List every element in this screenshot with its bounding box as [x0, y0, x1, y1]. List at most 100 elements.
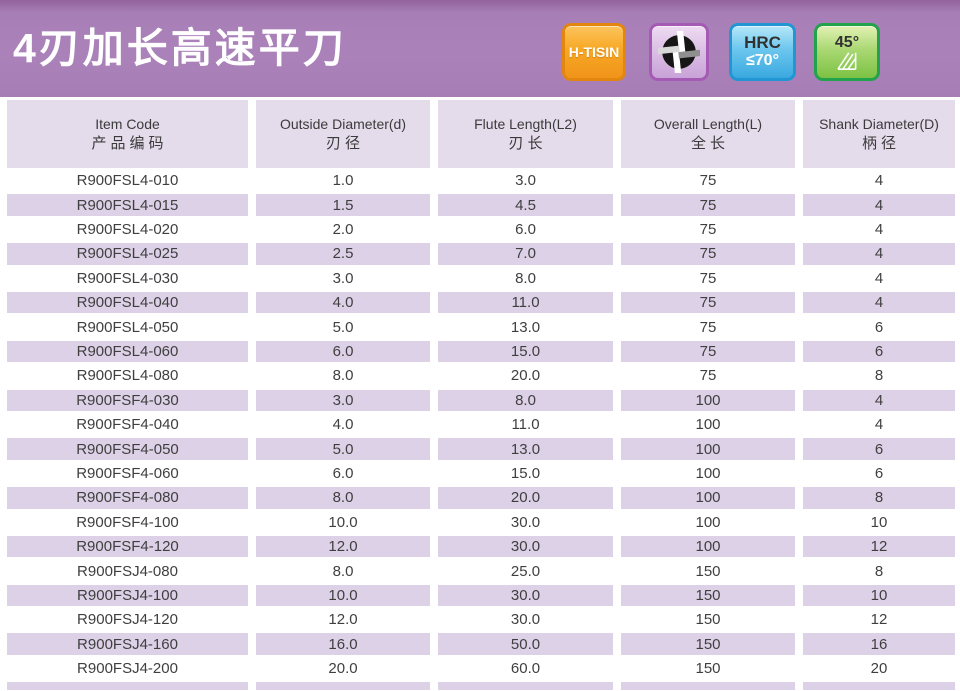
- item-code-cell: R900FSJ4-080: [77, 562, 178, 580]
- item-code-cell: R900FSL4-025: [7, 243, 248, 265]
- value-cell: 20: [870, 660, 888, 678]
- value-cell: 12.0: [328, 611, 358, 629]
- table-row: R900FSJ4-100 10.0 30.0 150 10: [0, 584, 960, 607]
- value-cell: 75: [699, 221, 717, 239]
- value-cell: 150: [695, 611, 721, 629]
- value-cell: 4: [874, 416, 884, 434]
- value-cell: 4.0: [256, 291, 430, 314]
- value-cell: 16.0: [256, 633, 430, 655]
- value-cell: 7.0: [438, 243, 613, 265]
- coating-badge: H-TISIN: [562, 23, 626, 81]
- item-code-cell: R900FSL4-080: [76, 367, 179, 385]
- header-label-en: Outside Diameter(d): [279, 115, 407, 132]
- header-cell-2: Flute Length(L2) 刃长: [438, 100, 613, 168]
- helix-angle-icon: [835, 51, 859, 71]
- value-cell: 1.5: [256, 194, 430, 216]
- value-cell: 4: [803, 291, 955, 314]
- header-label-en: Shank Diameter(D): [819, 115, 939, 132]
- item-code-cell: R900FSJ4-100: [7, 584, 248, 607]
- value-cell: 4.5: [438, 194, 613, 216]
- value-cell: 8.0: [332, 367, 354, 385]
- value-cell: 150: [695, 660, 721, 678]
- value-cell: 8.0: [515, 269, 536, 287]
- header-label-en: Overall Length(L): [653, 115, 763, 132]
- value-cell: 2.0: [332, 221, 354, 239]
- value-cell: 15.0: [510, 464, 541, 482]
- table-row: R900FSJ4-120 12.0 30.0 150 12: [0, 609, 960, 631]
- value-cell: 8: [874, 367, 884, 385]
- value-cell: 75: [621, 340, 795, 363]
- item-code-cell: R900FSF4-080: [7, 487, 248, 509]
- value-cell: 2.5: [256, 243, 430, 265]
- value-cell: 20.0: [510, 367, 541, 385]
- value-cell: 4: [803, 243, 955, 265]
- value-cell: 100: [695, 464, 721, 482]
- header-label-zh: 柄径: [861, 134, 900, 152]
- value-cell: 50.0: [438, 633, 613, 655]
- value-cell: 75: [699, 269, 717, 287]
- item-code-cell: R900FSL4-030: [76, 269, 179, 287]
- item-code-cell: R900FSL4-050: [76, 318, 179, 336]
- value-cell: 30.0: [510, 611, 541, 629]
- table-row: R900FSL4-050 5.0 13.0 75 6: [0, 316, 960, 338]
- value-cell: 30.0: [510, 513, 541, 531]
- value-cell: 60.0: [510, 660, 541, 678]
- value-cell: [438, 682, 613, 691]
- item-code-cell: R900FSL4-020: [76, 221, 179, 239]
- table-body: R900FSL4-010 1.0 3.0 75 4 R900FSL4-015 1.5 4.5 7…: [0, 170, 960, 691]
- value-cell: 30.0: [438, 584, 613, 607]
- header-cell-1: Outside Diameter(d) 刃径: [256, 100, 430, 168]
- header-label-en: Item Code: [95, 115, 160, 132]
- header-cell-3: Overall Length(L) 全长: [621, 100, 795, 168]
- value-cell: 10.0: [256, 584, 430, 607]
- coating-label: H-TISIN: [568, 44, 620, 60]
- value-cell: 6: [874, 318, 884, 336]
- value-cell: 12.0: [256, 535, 430, 558]
- hardness-value: ≤70°: [746, 52, 779, 69]
- hardness-badge: HRC ≤70°: [729, 23, 796, 81]
- value-cell: 8.0: [332, 562, 354, 580]
- value-cell: 4: [874, 221, 884, 239]
- spec-table: Item Code 产品编码 Outside Diameter(d) 刃径 Flute …: [0, 100, 960, 691]
- value-cell: [256, 682, 430, 691]
- item-code-cell: R900FSJ4-120: [77, 611, 178, 629]
- value-cell: 75: [621, 194, 795, 216]
- value-cell: 3.0: [256, 389, 430, 412]
- table-header-row: Item Code 产品编码 Outside Diameter(d) 刃径 Flute …: [0, 100, 960, 168]
- header-label-zh: 刃长: [508, 134, 547, 152]
- value-cell: 75: [699, 318, 717, 336]
- item-code-cell: R900FSJ4-200: [77, 660, 178, 678]
- title-band: 4刃加长高速平刀 H-TISIN: [0, 0, 960, 97]
- table-row: R900FSJ4-160 16.0 50.0 150 16: [0, 633, 960, 655]
- value-cell: 4.0: [332, 416, 354, 434]
- table-row: R900FSL4-025 2.5 7.0 75 4: [0, 243, 960, 265]
- value-cell: 4: [874, 269, 884, 287]
- table-row: R900FSF4-050 5.0 13.0 100 6: [0, 438, 960, 460]
- hardness-label: HRC: [744, 33, 781, 52]
- value-cell: 13.0: [510, 318, 541, 336]
- value-cell: 100: [621, 535, 795, 558]
- value-cell: 15.0: [438, 340, 613, 363]
- item-code-cell: R900FSL4-060: [7, 340, 248, 363]
- table-row: R900FSJ4-200 20.0 60.0 150 20: [0, 658, 960, 680]
- table-row: R900FSL4-060 6.0 15.0 75 6: [0, 340, 960, 363]
- table-row: R900FSL4-015 1.5 4.5 75 4: [0, 194, 960, 216]
- value-cell: 8: [874, 562, 884, 580]
- value-cell: 3.0: [332, 269, 354, 287]
- value-cell: 4: [874, 172, 884, 190]
- table-row: R900FSL4-020 2.0 6.0 75 4: [0, 219, 960, 241]
- helix-angle-badge: 45°: [814, 23, 880, 81]
- header-label-zh: 产品编码: [91, 134, 168, 152]
- value-cell: 8.0: [438, 389, 613, 412]
- value-cell: 6.0: [256, 340, 430, 363]
- table-row: R900FSL4-030 3.0 8.0 75 4: [0, 268, 960, 290]
- helix-angle-value: 45°: [834, 33, 860, 51]
- item-code-cell: R900FSL4-040: [7, 291, 248, 314]
- value-cell: 12: [803, 535, 955, 558]
- value-cell: 100: [695, 416, 721, 434]
- value-cell: 100: [621, 487, 795, 509]
- value-cell: 4: [803, 194, 955, 216]
- value-cell: 6: [803, 340, 955, 363]
- item-code-cell: R900FSF4-100: [76, 513, 179, 531]
- value-cell: 16: [803, 633, 955, 655]
